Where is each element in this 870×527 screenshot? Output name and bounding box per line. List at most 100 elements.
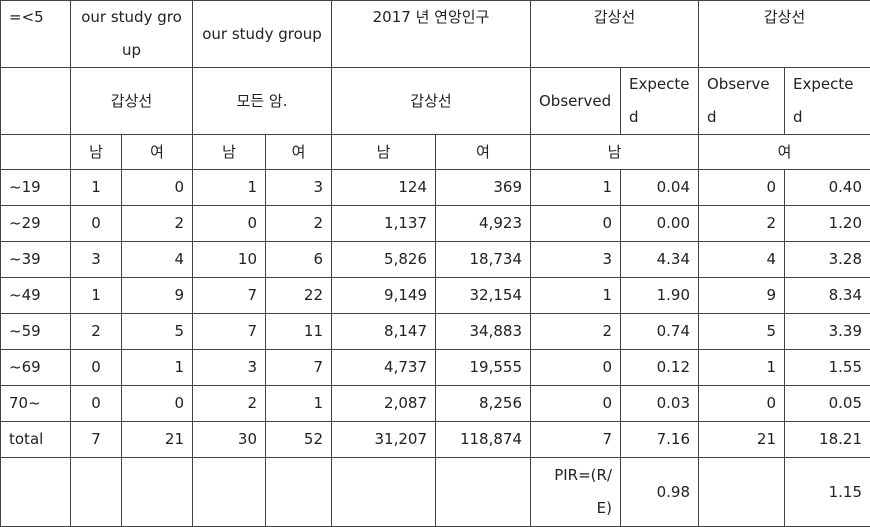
subheader-expected-1: Expected bbox=[621, 68, 699, 135]
subheader-observed-2: Observed bbox=[699, 68, 785, 135]
value-cell: 8,256 bbox=[436, 386, 531, 422]
value-cell: 1.90 bbox=[621, 278, 699, 314]
value-cell: 124 bbox=[332, 170, 436, 206]
value-cell: 3 bbox=[531, 242, 621, 278]
value-cell: 2 bbox=[193, 386, 266, 422]
value-cell: 2 bbox=[122, 206, 193, 242]
age-cell: 70~ bbox=[1, 386, 71, 422]
value-cell: 1 bbox=[71, 278, 122, 314]
age-cell: ~69 bbox=[1, 350, 71, 386]
subheader-expected-2: Expected bbox=[785, 68, 870, 135]
value-cell: 18.21 bbox=[785, 422, 870, 458]
table-row: ~49 1 9 7 22 9,149 32,154 1 1.90 9 8.34 bbox=[1, 278, 870, 314]
sex-row: 남 여 남 여 남 여 남 여 bbox=[1, 135, 870, 170]
value-cell: 9,149 bbox=[332, 278, 436, 314]
value-cell: 9 bbox=[122, 278, 193, 314]
value-cell: 369 bbox=[436, 170, 531, 206]
value-cell: 3 bbox=[71, 242, 122, 278]
age-cell: ~59 bbox=[1, 314, 71, 350]
corner-cell: =<5 bbox=[1, 1, 71, 68]
value-cell: 2,087 bbox=[332, 386, 436, 422]
value-cell: 1 bbox=[266, 386, 332, 422]
value-cell: 0.12 bbox=[621, 350, 699, 386]
value-cell: 7 bbox=[193, 314, 266, 350]
value-cell: 1 bbox=[531, 278, 621, 314]
value-cell: 1 bbox=[71, 170, 122, 206]
value-cell: 34,883 bbox=[436, 314, 531, 350]
sex-female-cell: 여 bbox=[266, 135, 332, 170]
value-cell: 3 bbox=[193, 350, 266, 386]
subheader-study-2: 모든 암. bbox=[193, 68, 332, 135]
value-cell: 10 bbox=[193, 242, 266, 278]
value-cell: 1 bbox=[699, 350, 785, 386]
value-cell: 5,826 bbox=[332, 242, 436, 278]
value-cell: 0.04 bbox=[621, 170, 699, 206]
value-cell: 0.40 bbox=[785, 170, 870, 206]
age-cell: ~29 bbox=[1, 206, 71, 242]
value-cell: 0 bbox=[193, 206, 266, 242]
empty-cell bbox=[1, 458, 71, 527]
value-cell: 0 bbox=[122, 386, 193, 422]
value-cell: 32,154 bbox=[436, 278, 531, 314]
value-cell: 9 bbox=[699, 278, 785, 314]
value-cell: 4 bbox=[122, 242, 193, 278]
sex-female-cell: 여 bbox=[436, 135, 531, 170]
value-cell: 1 bbox=[531, 170, 621, 206]
value-cell: 11 bbox=[266, 314, 332, 350]
value-cell: 52 bbox=[266, 422, 332, 458]
subheader-population: 갑상선 bbox=[332, 68, 531, 135]
value-cell: 7 bbox=[266, 350, 332, 386]
sex-male-group-cell: 남 bbox=[531, 135, 699, 170]
age-cell: ~39 bbox=[1, 242, 71, 278]
table-row: 70~ 0 0 2 1 2,087 8,256 0 0.03 0 0.05 bbox=[1, 386, 870, 422]
total-row: total 7 21 30 52 31,207 118,874 7 7.16 2… bbox=[1, 422, 870, 458]
value-cell: 30 bbox=[193, 422, 266, 458]
empty-cell bbox=[193, 458, 266, 527]
header-thyroid-2: 갑상선 bbox=[699, 1, 870, 68]
value-cell: 22 bbox=[266, 278, 332, 314]
value-cell: 4 bbox=[699, 242, 785, 278]
value-cell: 1,137 bbox=[332, 206, 436, 242]
age-cell: total bbox=[1, 422, 71, 458]
value-cell: 3.39 bbox=[785, 314, 870, 350]
value-cell: 0 bbox=[531, 350, 621, 386]
value-cell: 0.74 bbox=[621, 314, 699, 350]
header-population: 2017 년 연앙인구 bbox=[332, 1, 531, 68]
table-row: ~39 3 4 10 6 5,826 18,734 3 4.34 4 3.28 bbox=[1, 242, 870, 278]
value-cell: 21 bbox=[699, 422, 785, 458]
value-cell: 0.05 bbox=[785, 386, 870, 422]
value-cell: 7 bbox=[531, 422, 621, 458]
value-cell: 0 bbox=[71, 350, 122, 386]
value-cell: 7 bbox=[193, 278, 266, 314]
value-cell: 2 bbox=[699, 206, 785, 242]
value-cell: 31,207 bbox=[332, 422, 436, 458]
value-cell: 0 bbox=[531, 206, 621, 242]
value-cell: 18,734 bbox=[436, 242, 531, 278]
value-cell: 0 bbox=[699, 386, 785, 422]
age-cell: ~49 bbox=[1, 278, 71, 314]
empty-cell bbox=[436, 458, 531, 527]
value-cell: 1.55 bbox=[785, 350, 870, 386]
header-row: =<5 our study group our study group 2017… bbox=[1, 1, 870, 68]
value-cell: 0.03 bbox=[621, 386, 699, 422]
value-cell: 0 bbox=[71, 206, 122, 242]
pir-value-2: 1.15 bbox=[785, 458, 870, 527]
empty-cell bbox=[1, 68, 71, 135]
empty-cell bbox=[71, 458, 122, 527]
value-cell: 7 bbox=[71, 422, 122, 458]
subheader-row: 갑상선 모든 암. 갑상선 Observed Expected Observed… bbox=[1, 68, 870, 135]
empty-cell bbox=[266, 458, 332, 527]
subheader-study-1: 갑상선 bbox=[71, 68, 193, 135]
value-cell: 1 bbox=[122, 350, 193, 386]
table-row: ~19 1 0 1 3 124 369 1 0.04 0 0.40 bbox=[1, 170, 870, 206]
header-thyroid-1: 갑상선 bbox=[531, 1, 699, 68]
sex-female-cell: 여 bbox=[122, 135, 193, 170]
value-cell: 1.20 bbox=[785, 206, 870, 242]
header-study-group-2: our study group bbox=[193, 1, 332, 68]
empty-cell bbox=[699, 458, 785, 527]
value-cell: 2 bbox=[531, 314, 621, 350]
empty-cell bbox=[1, 135, 71, 170]
value-cell: 118,874 bbox=[436, 422, 531, 458]
table-row: ~69 0 1 3 7 4,737 19,555 0 0.12 1 1.55 bbox=[1, 350, 870, 386]
